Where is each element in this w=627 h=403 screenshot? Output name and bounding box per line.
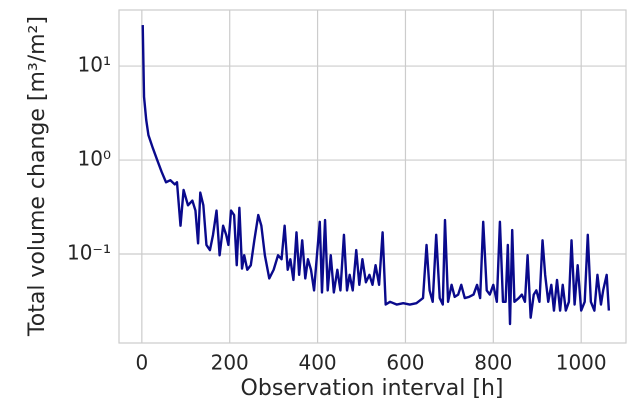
x-tick-label: 1000 xyxy=(556,351,607,375)
plot-frame xyxy=(118,9,627,344)
y-tick-label: 10⁰ xyxy=(78,147,111,171)
y-tick-label: 10⁻¹ xyxy=(67,241,111,265)
y-axis-label: Total volume change [m³/m²] xyxy=(25,16,50,337)
marks xyxy=(141,25,611,326)
data-line xyxy=(141,25,611,326)
x-tick-label: 200 xyxy=(211,351,249,375)
x-axis-label: Observation interval [h] xyxy=(241,376,504,401)
x-tick-label: 0 xyxy=(135,351,148,375)
x-tick-label: 800 xyxy=(474,351,512,375)
y-tick-label: 10¹ xyxy=(78,53,111,77)
x-tick-label: 400 xyxy=(298,351,336,375)
x-tick-label: 600 xyxy=(386,351,424,375)
